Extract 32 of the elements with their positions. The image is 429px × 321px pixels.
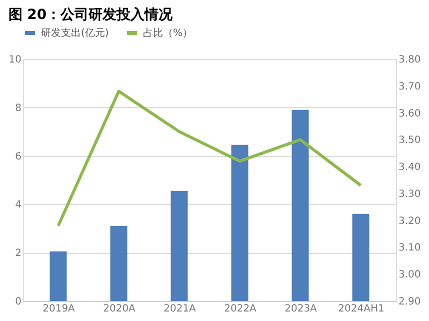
y-tick-label: 4 [15,200,22,211]
y2-tick-label: 3.60 [398,108,421,120]
bar [292,110,309,301]
legend-label: 研发支出(亿元) [41,27,109,39]
y2-tick-label: 3.00 [398,270,421,281]
y2-tick-label: 3.10 [398,242,421,254]
y2-tick-label: 3.80 [398,54,421,66]
bar [50,251,67,301]
x-tick-label: 2024AH1 [338,304,384,314]
bar [170,190,188,301]
x-tick-label: 2020A [103,304,136,314]
y2-tick-label: 3.70 [398,81,421,92]
x-tick-label: 2019A [42,304,76,314]
y2-tick-label: 3.40 [398,162,421,174]
y-tick-label: 6 [15,151,22,162]
y2-tick-label: 2.90 [398,296,421,308]
x-tick-label: 2023A [284,304,318,314]
y2-tick-label: 3.30 [398,188,421,200]
y2-tick-label: 3.20 [398,216,421,227]
chart-title: 图 20：公司研发投入情况 [8,7,174,23]
bar [231,144,248,301]
legend-label: 占比（%） [143,27,193,39]
bar [110,226,128,301]
x-tick-label: 2022A [224,304,257,314]
y-tick-label: 10 [8,54,22,66]
x-tick-label: 2021A [164,304,196,314]
y-tick-label: 8 [15,102,22,114]
bar [352,214,370,301]
y-tick-label: 0 [15,296,22,308]
y2-tick-label: 3.50 [398,135,421,146]
y-tick-label: 2 [15,248,22,260]
line-series [56,90,362,228]
